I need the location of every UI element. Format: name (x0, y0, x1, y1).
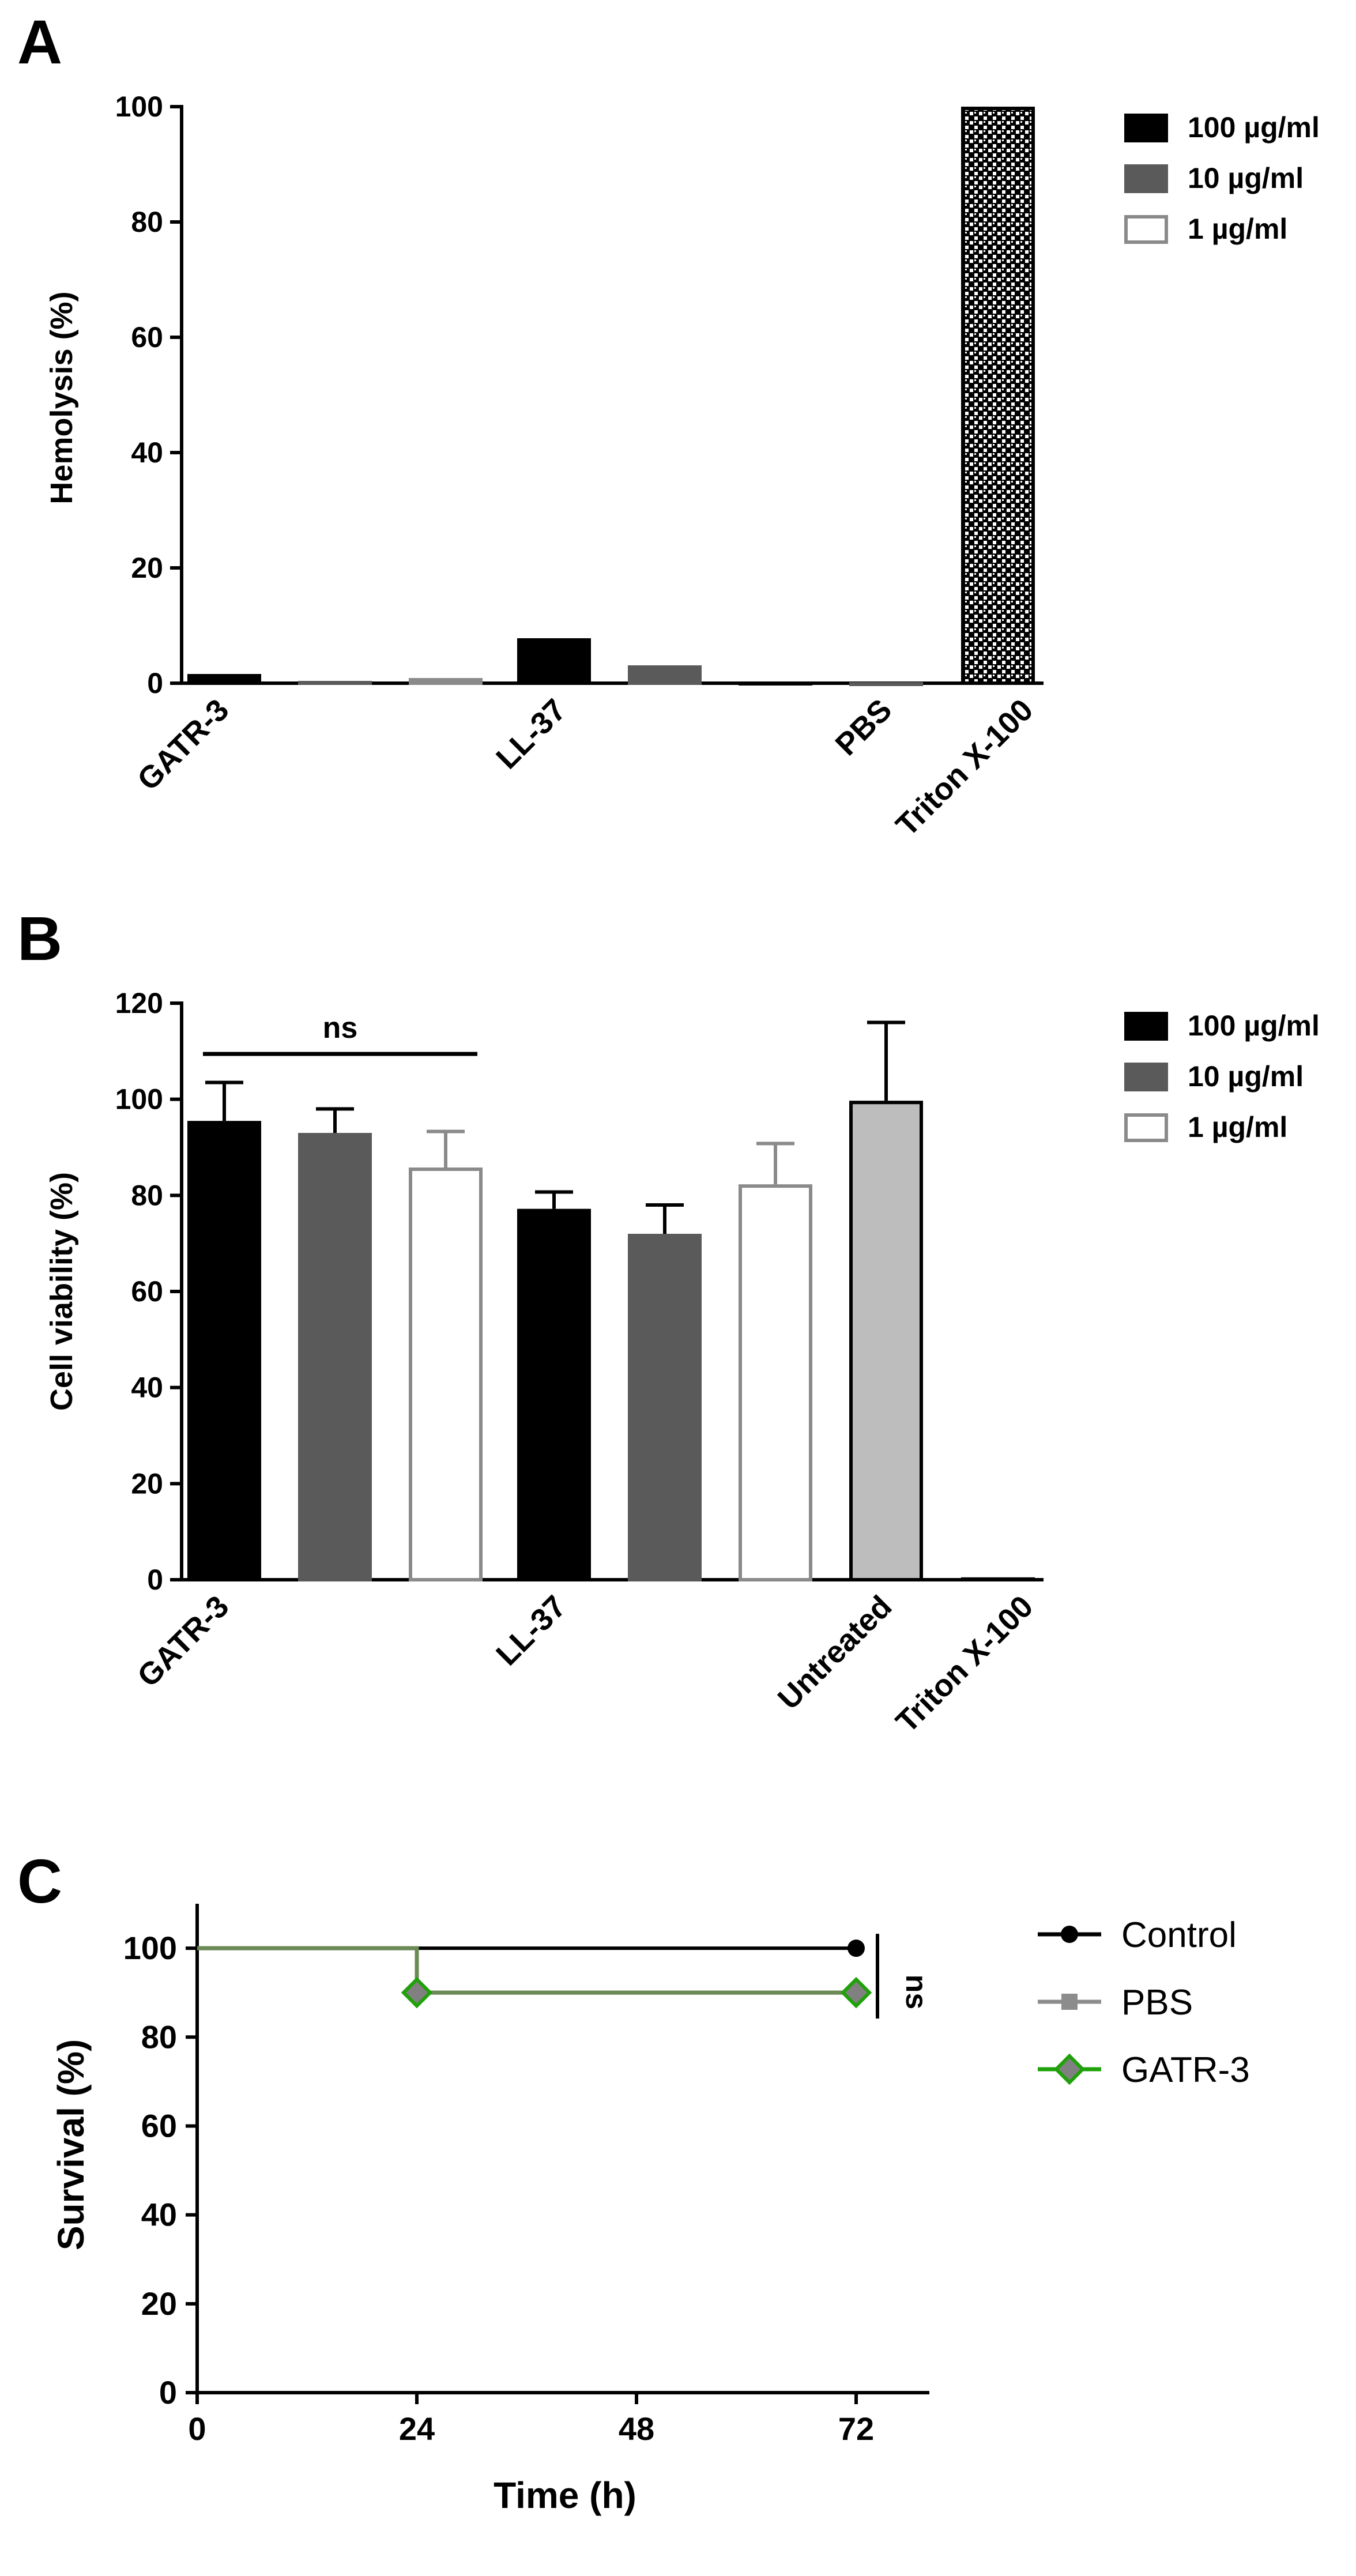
panel-a-legend-label: 1 µg/ml (1188, 213, 1287, 245)
panel-a-y-tick-label: 80 (131, 206, 163, 238)
panel-b-y-tick-label: 100 (115, 1083, 163, 1116)
panel-letter-b: B (17, 903, 62, 973)
panel-b-bar-gatr-3-1ug (409, 1168, 483, 1581)
panel-b-bars (187, 1020, 1035, 1582)
panel-a-legend-swatch (1124, 114, 1168, 142)
panel-c-marker-control (848, 1939, 865, 1957)
panel-b-legend-swatch (1124, 1063, 1168, 1091)
panel-b-legend: 100 µg/ml 10 µg/ml 1 µg/ml (1124, 1010, 1320, 1143)
panel-b-bar-triton-x-100 (961, 1577, 1035, 1581)
panel-a-y-tick-label: 40 (131, 436, 163, 469)
panel-a-y-tick-label: 0 (147, 667, 163, 699)
panel-b-bar-gatr-3-100ug (187, 1121, 261, 1581)
panel-b-category-label: GATR-3 (131, 1589, 236, 1694)
panel-a-y-tick-label: 20 (131, 552, 163, 584)
panel-c-y-tick-label: 80 (141, 2018, 177, 2055)
panel-b-category-label: Untreated (771, 1589, 899, 1716)
panel-letter-a: A (17, 7, 62, 77)
panel-b-bar-gatr-3-10ug (298, 1133, 372, 1581)
panel-c-line-gatr-3 (197, 1946, 856, 1995)
panel-a: A Hemolysis (%) 0 20 40 60 80 100 GATR-3 LL-37… (17, 7, 1320, 843)
panel-b-category-label: Triton X-100 (890, 1589, 1040, 1739)
panel-b-y-tick-label: 120 (115, 987, 163, 1019)
panel-b-y-tick-label: 0 (147, 1564, 163, 1596)
panel-a-category-label: Triton X-100 (890, 692, 1040, 843)
panel-b-bar-ll-37-1ug (739, 1184, 812, 1582)
panel-b-y-axis-title: Cell viability (%) (44, 1172, 79, 1411)
panel-c-axes (195, 1904, 929, 2394)
panel-b: B Cell viability (%) 0 20 40 60 80 100 120 GAT… (17, 903, 1320, 1739)
panel-c-x-tick-label: 48 (619, 2411, 654, 2447)
panel-a-category-label: PBS (829, 692, 899, 762)
panel-c-marker-gatr-3 (840, 1976, 872, 2009)
panel-a-legend-label: 100 µg/ml (1188, 111, 1320, 144)
panel-a-y-ticks: 0 20 40 60 80 100 (115, 91, 182, 699)
panel-c: C Survival (%) Time (h) 0 20 40 60 80 100 0 24… (17, 1846, 1250, 2516)
panel-c-legend: Control PBS GATR-3 (1038, 1915, 1250, 2090)
panel-b-y-tick-label: 60 (131, 1275, 163, 1308)
panel-a-legend-swatch (1124, 215, 1168, 244)
panel-b-legend-swatch (1124, 1113, 1168, 1142)
panel-a-legend-label: 10 µg/ml (1188, 162, 1304, 194)
panel-c-legend-label: Control (1121, 1915, 1237, 1955)
panel-a-bar-ll-37-10ug (628, 665, 702, 685)
panel-a-axes (180, 105, 1044, 685)
panel-a-y-tick-label: 60 (131, 321, 163, 353)
panel-b-significance: ns (203, 1011, 477, 1056)
panel-a-bar-ll-37-100ug (517, 638, 591, 685)
panel-a-bar-triton-x-100 (961, 107, 1035, 685)
panel-c-y-tick-label: 40 (141, 2197, 177, 2233)
panel-b-bar-ll-37-100ug (517, 1208, 591, 1582)
panel-c-line-pbs (197, 1946, 856, 1995)
panel-b-legend-label: 100 µg/ml (1188, 1010, 1320, 1042)
panel-b-bar-untreated (849, 1101, 923, 1581)
panel-c-legend-label: PBS (1121, 1983, 1193, 2023)
panel-c-y-ticks: 0 20 40 60 80 100 (123, 1930, 197, 2411)
panel-b-y-tick-label: 40 (131, 1372, 163, 1404)
panel-c-legend-label: GATR-3 (1121, 2050, 1250, 2090)
panel-c-x-tick-label: 24 (399, 2411, 435, 2447)
panel-c-significance: ns (876, 1934, 933, 2019)
panel-a-y-axis-title: Hemolysis (%) (44, 291, 79, 504)
panel-a-legend: 100 µg/ml 10 µg/ml 1 µg/ml (1124, 111, 1320, 245)
panel-c-x-tick-label: 0 (188, 2411, 206, 2447)
panel-c-y-tick-label: 60 (141, 2107, 177, 2144)
panel-c-ns-label: ns (899, 1975, 933, 2010)
panel-b-bar-ll-37-10ug (628, 1234, 702, 1581)
panel-a-bar-gatr-3-100ug (187, 674, 261, 685)
panel-b-y-ticks: 0 20 40 60 80 100 120 (115, 987, 182, 1596)
panel-c-marker-gatr-3 (401, 1976, 433, 2009)
panel-a-category-label: GATR-3 (131, 692, 236, 797)
panel-a-category-label: LL-37 (489, 692, 572, 775)
panel-c-series (197, 1939, 872, 2009)
panel-c-x-axis-title: Time (h) (494, 2475, 636, 2516)
panel-a-bar-gatr-3-1ug (409, 678, 483, 685)
panel-c-x-ticks: 0 24 48 72 (188, 2393, 874, 2447)
panel-c-y-tick-label: 0 (159, 2374, 177, 2411)
panel-letter-c: C (17, 1846, 62, 1916)
panel-c-y-axis-title: Survival (%) (50, 2039, 92, 2250)
panel-a-bars (187, 107, 1035, 686)
panel-b-y-tick-label: 20 (131, 1467, 163, 1500)
panel-b-legend-label: 10 µg/ml (1188, 1060, 1304, 1093)
panel-c-x-tick-label: 72 (838, 2411, 874, 2447)
panel-b-legend-label: 1 µg/ml (1188, 1111, 1287, 1143)
panel-c-y-tick-label: 20 (141, 2285, 177, 2322)
panel-c-legend-marker (1061, 1926, 1078, 1943)
panel-c-legend-marker (1053, 2053, 1086, 2085)
panel-b-category-label: LL-37 (489, 1589, 572, 1672)
panel-a-bar-pbs-100ug (739, 681, 812, 686)
panel-a-y-tick-label: 100 (115, 91, 163, 123)
panel-b-y-tick-label: 80 (131, 1179, 163, 1211)
panel-b-legend-swatch (1124, 1012, 1168, 1041)
panel-a-legend-swatch (1124, 164, 1168, 193)
panel-b-ns-label: ns (323, 1011, 358, 1045)
panel-c-legend-marker (1061, 1994, 1078, 2010)
panel-c-y-tick-label: 100 (123, 1930, 177, 1966)
